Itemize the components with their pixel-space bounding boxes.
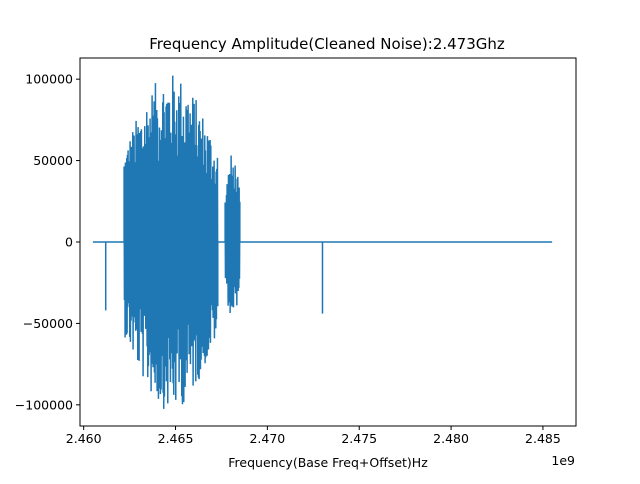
y-tick-label: −100000	[15, 397, 73, 412]
x-axis-label: Frequency(Base Freq+Offset)Hz	[228, 455, 428, 470]
y-tick-label: 0	[65, 235, 73, 250]
plot-area	[92, 75, 553, 409]
y-axis-ticks: −100000 −50000 0 50000 100000	[15, 72, 80, 412]
x-tick-label: 2.460	[66, 431, 102, 446]
x-axis-offset-label: 1e9	[551, 453, 575, 468]
y-tick-label: 100000	[25, 72, 73, 87]
x-tick-label: 2.470	[249, 431, 285, 446]
x-tick-label: 2.465	[158, 431, 194, 446]
x-tick-label: 2.475	[341, 431, 377, 446]
x-axis-ticks: 2.460 2.465 2.470 2.475 2.480 2.485	[66, 426, 561, 446]
y-tick-label: 50000	[33, 153, 73, 168]
x-tick-label: 2.480	[433, 431, 469, 446]
series-line	[92, 75, 553, 409]
y-tick-label: −50000	[23, 316, 73, 331]
x-tick-label: 2.485	[525, 431, 561, 446]
chart-title: Frequency Amplitude(Cleaned Noise):2.473…	[149, 35, 505, 53]
